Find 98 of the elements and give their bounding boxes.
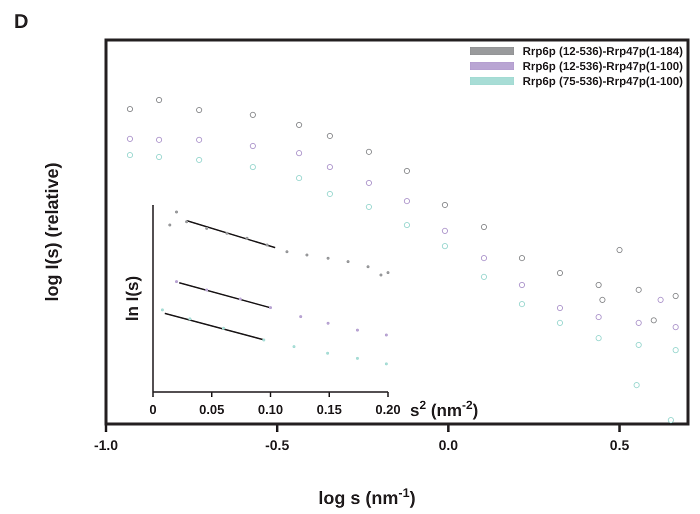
point	[650, 317, 657, 324]
x-tick-label: 0.05	[199, 402, 224, 417]
point	[238, 297, 242, 300]
point	[596, 282, 602, 288]
point	[250, 164, 256, 170]
point	[556, 270, 564, 276]
point	[672, 292, 679, 300]
point	[442, 228, 448, 234]
point	[292, 345, 296, 348]
legend-label: Rrp6p (12-536)-Rrp47p(1-184)	[522, 46, 684, 58]
point	[636, 320, 642, 326]
point	[326, 164, 333, 170]
x-axis-title: log s (nm$^{-1}$)	[318, 486, 416, 508]
point	[596, 314, 602, 320]
point	[480, 274, 488, 280]
point	[366, 180, 372, 186]
point	[366, 204, 372, 210]
point	[225, 232, 228, 235]
point	[634, 382, 640, 388]
point	[246, 236, 248, 240]
point	[442, 243, 448, 250]
point	[404, 168, 410, 174]
point	[266, 243, 269, 246]
point	[518, 301, 526, 308]
point	[126, 152, 134, 158]
point	[356, 328, 359, 332]
point	[296, 174, 302, 182]
x-tick-label: -0.5	[265, 437, 290, 453]
point	[160, 308, 164, 312]
point	[658, 296, 664, 304]
point	[262, 338, 266, 342]
point	[384, 362, 388, 366]
point	[556, 304, 564, 312]
point	[442, 202, 448, 208]
point	[356, 356, 359, 360]
point	[480, 255, 488, 262]
point	[556, 320, 564, 326]
point	[156, 136, 162, 143]
point	[366, 265, 370, 268]
point	[126, 136, 134, 142]
point	[188, 317, 192, 320]
point	[404, 198, 410, 204]
point	[305, 254, 308, 257]
x-tick-label: -1.0	[94, 437, 118, 453]
point	[672, 347, 679, 354]
point	[250, 142, 256, 150]
point	[668, 417, 674, 424]
x-tick-label: 0.15	[316, 402, 342, 417]
point	[156, 154, 162, 160]
point	[126, 106, 134, 112]
point	[326, 190, 333, 198]
point	[326, 352, 330, 355]
point	[185, 220, 188, 224]
y-axis-title: log I(s) (relative)	[42, 162, 62, 302]
point	[196, 156, 202, 164]
x-tick-label: 0	[149, 402, 157, 417]
point	[326, 322, 330, 325]
point	[326, 132, 333, 140]
x-tick-label: 0.0	[438, 437, 458, 453]
point	[299, 315, 302, 318]
point	[636, 286, 642, 293]
point	[404, 222, 410, 228]
chart-title: D	[14, 11, 28, 33]
x-tick-label: 0.5	[610, 437, 630, 453]
point	[518, 255, 526, 262]
point	[196, 106, 202, 114]
point	[196, 136, 202, 143]
point	[250, 112, 256, 118]
point	[326, 256, 330, 260]
point	[616, 246, 623, 254]
point	[596, 335, 602, 342]
point	[205, 226, 208, 230]
y-axis-title: ln I(s)	[123, 276, 142, 322]
point	[269, 306, 272, 310]
point	[386, 271, 390, 274]
legend-label: Rrp6p (12-536)-Rrp47p(1-100)	[522, 61, 684, 73]
point	[296, 122, 302, 128]
point	[346, 260, 350, 264]
legend-label: Rrp6p (75-536)-Rrp47p(1-100)	[522, 76, 684, 88]
point	[296, 150, 302, 156]
point	[175, 210, 178, 214]
x-tick-label: 0.20	[375, 402, 401, 417]
point	[175, 280, 178, 284]
point	[285, 250, 288, 254]
x-tick-label: 0.10	[258, 402, 284, 417]
point	[636, 342, 642, 348]
point	[205, 288, 208, 292]
point	[379, 274, 382, 276]
point	[366, 148, 372, 155]
point	[480, 224, 488, 230]
x-axis-title: s$^{2}$ (nm$^{-2}$)	[410, 398, 478, 420]
point	[168, 223, 172, 226]
point	[222, 326, 225, 330]
point	[518, 282, 526, 288]
point	[156, 96, 162, 104]
point	[599, 296, 606, 304]
point	[672, 324, 679, 330]
point	[384, 333, 388, 336]
